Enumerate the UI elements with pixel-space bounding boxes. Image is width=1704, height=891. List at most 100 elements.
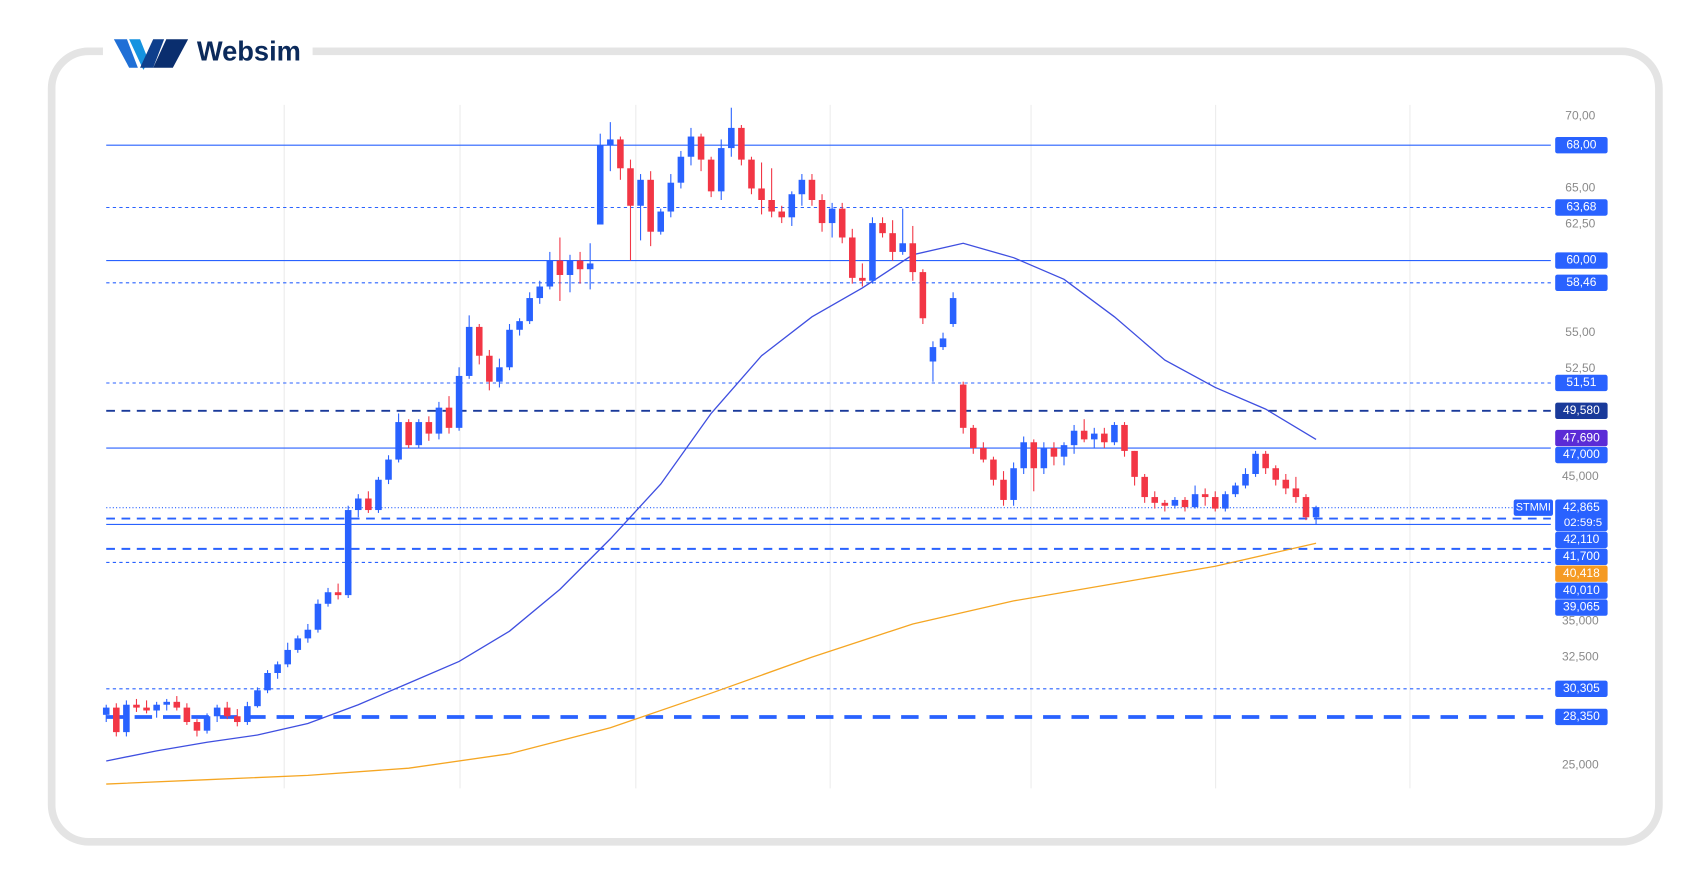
candle-body bbox=[465, 326, 473, 376]
candle-body bbox=[1080, 430, 1088, 440]
candle-body bbox=[1111, 424, 1118, 443]
candle-body bbox=[1302, 497, 1310, 518]
candle-body bbox=[354, 498, 362, 511]
candle-body bbox=[1272, 468, 1280, 480]
candle-body bbox=[1070, 430, 1078, 446]
candle-body bbox=[869, 223, 876, 281]
price-tag-label: 40,418 bbox=[1563, 566, 1600, 580]
candle-body bbox=[959, 384, 967, 428]
candle-body bbox=[1171, 499, 1179, 506]
candle-body bbox=[758, 188, 765, 200]
candle-body bbox=[909, 243, 917, 273]
candle-body bbox=[344, 510, 352, 596]
candle-body bbox=[667, 182, 675, 212]
price-tag-label: 40,010 bbox=[1563, 583, 1600, 597]
candle-body bbox=[113, 707, 120, 733]
candle-body bbox=[1282, 479, 1290, 489]
candle-body bbox=[576, 260, 584, 270]
candle-body bbox=[455, 375, 463, 428]
price-tag bbox=[1555, 274, 1608, 291]
price-tag bbox=[1555, 708, 1608, 726]
candle-body bbox=[748, 159, 755, 189]
candle-body bbox=[1232, 485, 1239, 495]
candle-body bbox=[475, 326, 483, 356]
price-tag bbox=[1555, 252, 1608, 269]
candle-body bbox=[1040, 448, 1048, 469]
price-tag bbox=[1555, 374, 1608, 392]
candle-body bbox=[1101, 433, 1108, 443]
price-tag-label: 51,51 bbox=[1566, 375, 1596, 389]
candle-body bbox=[405, 422, 412, 446]
candle-body bbox=[657, 211, 665, 232]
price-tag bbox=[1555, 402, 1608, 420]
candle-body bbox=[919, 272, 927, 319]
candle-body bbox=[1090, 433, 1098, 440]
logo-icon bbox=[113, 39, 189, 70]
candle-body bbox=[738, 127, 745, 160]
candle-body bbox=[254, 690, 261, 707]
candle-body bbox=[677, 156, 685, 183]
candle-body bbox=[1141, 476, 1148, 498]
countdown: 02:59:5 bbox=[1564, 517, 1602, 529]
candle-body bbox=[1292, 488, 1300, 498]
candle-body bbox=[859, 277, 866, 281]
candle-body bbox=[324, 592, 332, 604]
candle-body bbox=[244, 706, 251, 723]
price-tag bbox=[1555, 599, 1608, 616]
price-tag-label: 41,700 bbox=[1563, 549, 1600, 563]
candle-body bbox=[143, 707, 150, 711]
price-tag-label: 28,350 bbox=[1563, 709, 1600, 723]
price-tag-label: 63,68 bbox=[1566, 200, 1596, 214]
candle-body bbox=[717, 148, 725, 192]
candle-body bbox=[183, 707, 191, 723]
candle-body bbox=[496, 367, 503, 382]
candle-body bbox=[566, 260, 574, 275]
candle-body bbox=[939, 338, 947, 348]
y-tick-label: 62,50 bbox=[1565, 217, 1595, 231]
candle-body bbox=[697, 136, 705, 160]
price-tag-label: 47,690 bbox=[1563, 430, 1600, 444]
y-tick-label: 70,00 bbox=[1565, 109, 1595, 123]
candle-body bbox=[596, 145, 604, 225]
candle-body bbox=[1050, 448, 1058, 457]
y-tick-label: 55,00 bbox=[1565, 325, 1595, 339]
frame bbox=[47, 47, 1663, 846]
price-tag-label: 30,305 bbox=[1563, 681, 1600, 695]
candle-body bbox=[849, 237, 856, 278]
candle-body bbox=[213, 707, 221, 717]
y-tick-label: 35,000 bbox=[1562, 613, 1599, 627]
candle-body bbox=[445, 407, 453, 428]
candle-body bbox=[818, 199, 826, 224]
candle-body bbox=[1242, 473, 1249, 486]
candle-body bbox=[234, 716, 241, 723]
candle-body bbox=[486, 355, 493, 382]
price-tag-label: 39,065 bbox=[1563, 600, 1600, 614]
candle-body bbox=[1131, 450, 1138, 477]
candle-body bbox=[556, 260, 564, 275]
candle-body bbox=[929, 347, 937, 362]
candle-body bbox=[193, 722, 201, 731]
candle-body bbox=[516, 321, 523, 330]
candle-body bbox=[1020, 442, 1027, 469]
candle-body bbox=[889, 233, 896, 252]
price-tag bbox=[1555, 429, 1608, 447]
candle-body bbox=[435, 407, 443, 434]
price-tag bbox=[1555, 680, 1608, 697]
price-tag-label: 47,000 bbox=[1563, 447, 1600, 461]
candle-body bbox=[1191, 494, 1199, 508]
candle-body bbox=[304, 629, 312, 639]
price-tag-label: 42,110 bbox=[1563, 532, 1599, 546]
candle-body bbox=[1181, 499, 1189, 508]
candle-body bbox=[223, 707, 231, 717]
moving-average bbox=[106, 542, 1317, 785]
candle-body bbox=[627, 168, 634, 206]
candle-body bbox=[1161, 502, 1169, 506]
candle-body bbox=[687, 136, 695, 157]
price-tag bbox=[1555, 548, 1608, 565]
candle-body bbox=[728, 127, 735, 149]
candle-body bbox=[375, 479, 382, 511]
candle-body bbox=[102, 707, 110, 715]
price-tag-label: 58,46 bbox=[1566, 275, 1596, 289]
candle-body bbox=[1222, 494, 1229, 509]
